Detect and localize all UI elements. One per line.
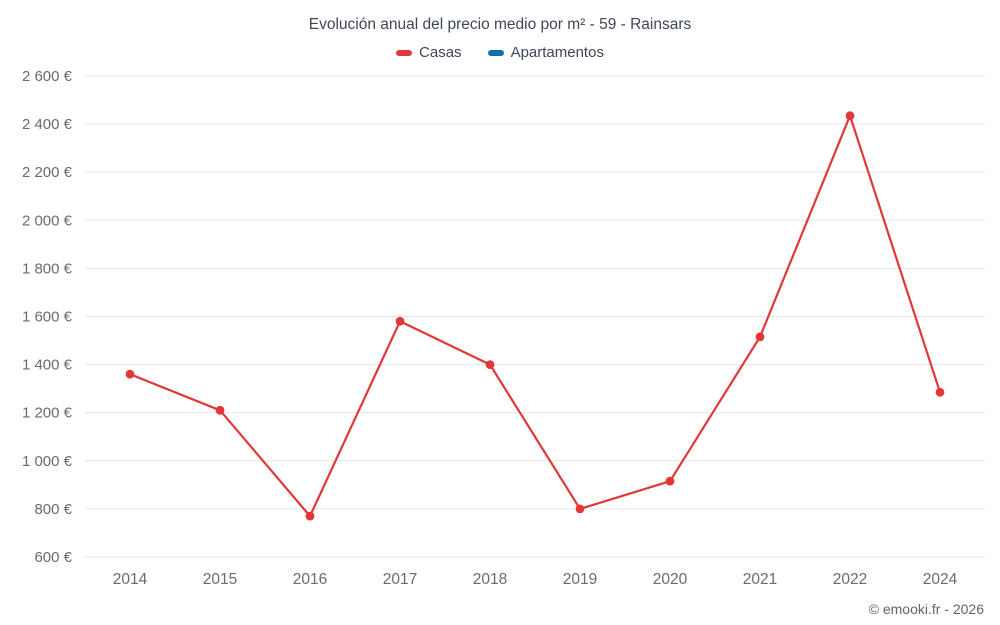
legend-swatch-casas bbox=[396, 49, 413, 56]
data-point bbox=[215, 405, 225, 415]
legend-item-casas[interactable]: Casas bbox=[396, 44, 462, 61]
legend-label-apartamentos: Apartamentos bbox=[510, 44, 604, 61]
data-point bbox=[575, 504, 585, 514]
data-point bbox=[305, 511, 315, 521]
legend-swatch-apartamentos bbox=[487, 49, 504, 56]
data-point bbox=[485, 360, 495, 369]
series-line-casas bbox=[128, 114, 942, 518]
y-tick-label: 1 800 € bbox=[22, 260, 73, 277]
y-tick-label: 2 000 € bbox=[22, 212, 73, 229]
y-tick-label: 2 200 € bbox=[22, 164, 73, 181]
x-tick-label: 2016 bbox=[293, 571, 327, 588]
y-tick-label: 800 € bbox=[34, 501, 72, 518]
copyright-footer: © emooki.fr - 2026 bbox=[868, 601, 984, 617]
data-point bbox=[665, 476, 675, 486]
x-tick-label: 2019 bbox=[563, 571, 597, 588]
x-tick-label: 2022 bbox=[833, 571, 867, 588]
x-tick-label: 2017 bbox=[383, 571, 417, 588]
chart-legend: Casas Apartamentos bbox=[0, 44, 1000, 61]
data-point bbox=[755, 332, 765, 342]
data-point bbox=[125, 369, 135, 379]
legend-item-apartamentos[interactable]: Apartamentos bbox=[487, 44, 604, 61]
x-tick-label: 2014 bbox=[113, 571, 148, 588]
data-point bbox=[845, 111, 855, 121]
y-tick-label: 1 600 € bbox=[22, 309, 73, 326]
x-tick-label: 2021 bbox=[743, 571, 777, 588]
x-tick-label: 2018 bbox=[473, 571, 507, 588]
y-tick-label: 1 200 € bbox=[22, 405, 73, 422]
x-tick-label: 2020 bbox=[653, 571, 688, 588]
chart-title: Evolución anual del precio medio por m² … bbox=[308, 16, 692, 33]
y-tick-label: 2 400 € bbox=[22, 116, 73, 133]
x-tick-label: 2015 bbox=[203, 571, 237, 588]
y-tick-label: 1 000 € bbox=[22, 453, 73, 470]
legend-label-casas: Casas bbox=[419, 44, 462, 61]
data-point bbox=[395, 316, 405, 326]
data-point bbox=[935, 387, 945, 397]
y-tick-label: 1 400 € bbox=[22, 357, 73, 374]
y-tick-label: 2 600 € bbox=[22, 68, 73, 85]
x-tick-label: 2024 bbox=[923, 571, 958, 588]
y-tick-label: 600 € bbox=[34, 549, 72, 566]
